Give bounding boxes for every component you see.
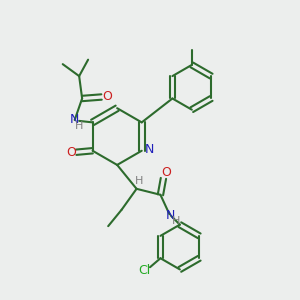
Text: H: H [135,176,144,186]
Text: O: O [66,146,76,159]
Text: Cl: Cl [139,264,151,277]
Text: H: H [75,121,83,131]
Text: N: N [145,143,154,156]
Text: O: O [161,167,171,179]
Text: H: H [172,216,180,226]
Text: O: O [102,91,112,103]
Text: N: N [70,113,80,127]
Text: N: N [166,209,176,222]
